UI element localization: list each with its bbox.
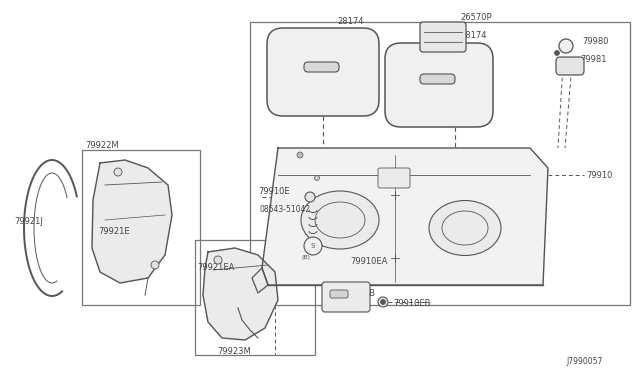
Text: (B): (B)	[301, 254, 310, 260]
FancyBboxPatch shape	[420, 22, 466, 52]
Circle shape	[381, 299, 385, 305]
Text: 79981: 79981	[580, 55, 607, 64]
Text: J7990057: J7990057	[566, 357, 602, 366]
Text: 79910: 79910	[586, 170, 612, 180]
Circle shape	[554, 51, 559, 55]
Text: 79980: 79980	[582, 38, 609, 46]
Text: 28174: 28174	[460, 32, 486, 41]
Circle shape	[559, 39, 573, 53]
Ellipse shape	[301, 191, 379, 249]
Polygon shape	[262, 148, 548, 285]
FancyBboxPatch shape	[267, 28, 379, 116]
Circle shape	[114, 168, 122, 176]
Text: 79910EB: 79910EB	[393, 299, 431, 308]
Text: 08543-51042: 08543-51042	[260, 205, 311, 215]
FancyBboxPatch shape	[385, 43, 493, 127]
Text: 79923M: 79923M	[217, 347, 251, 356]
Polygon shape	[203, 248, 278, 340]
Text: 79910EA: 79910EA	[350, 257, 387, 266]
Polygon shape	[252, 268, 268, 293]
FancyBboxPatch shape	[556, 57, 584, 75]
FancyBboxPatch shape	[420, 74, 455, 84]
Text: 28174: 28174	[337, 17, 364, 26]
Text: 79922M: 79922M	[85, 141, 118, 151]
Text: 79921E: 79921E	[98, 228, 130, 237]
FancyBboxPatch shape	[330, 290, 348, 298]
Circle shape	[297, 152, 303, 158]
Text: 26570P: 26570P	[460, 13, 492, 22]
Text: 79921J: 79921J	[14, 218, 43, 227]
Circle shape	[304, 237, 322, 255]
Circle shape	[378, 297, 388, 307]
Circle shape	[305, 192, 315, 202]
Polygon shape	[92, 160, 172, 283]
Ellipse shape	[429, 201, 501, 256]
Circle shape	[314, 176, 319, 180]
FancyBboxPatch shape	[378, 168, 410, 188]
FancyBboxPatch shape	[322, 282, 370, 312]
Text: 79910E: 79910E	[258, 187, 290, 196]
Text: 79921EA: 79921EA	[197, 263, 234, 273]
FancyBboxPatch shape	[304, 62, 339, 72]
Text: S: S	[311, 243, 315, 249]
Circle shape	[151, 261, 159, 269]
Circle shape	[214, 256, 222, 264]
Text: 7991B: 7991B	[348, 289, 375, 298]
